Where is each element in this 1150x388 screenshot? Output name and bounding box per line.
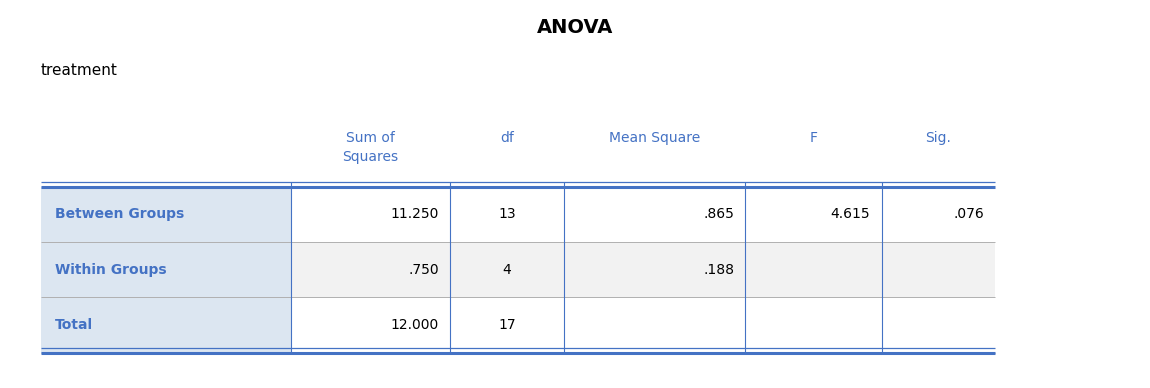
Text: Sum of
Squares: Sum of Squares (343, 131, 399, 164)
Bar (41, 242, 996, 297)
Text: 12.000: 12.000 (390, 318, 438, 332)
Text: Total: Total (55, 318, 93, 332)
Bar (41, 297, 996, 353)
Text: 11.250: 11.250 (390, 207, 438, 221)
Text: F: F (810, 131, 818, 145)
Text: Sig.: Sig. (926, 131, 951, 145)
Text: Within Groups: Within Groups (55, 263, 167, 277)
Text: df: df (500, 131, 514, 145)
Bar (41, 187, 291, 242)
Bar (41, 242, 291, 297)
Text: .076: .076 (953, 207, 984, 221)
Text: 13: 13 (498, 207, 515, 221)
Text: 4: 4 (503, 263, 512, 277)
Text: 4.615: 4.615 (830, 207, 871, 221)
Text: .865: .865 (703, 207, 734, 221)
Text: Mean Square: Mean Square (608, 131, 700, 145)
Text: treatment: treatment (41, 63, 118, 78)
Text: Between Groups: Between Groups (55, 207, 184, 221)
Text: 17: 17 (498, 318, 515, 332)
Text: .750: .750 (408, 263, 438, 277)
Bar (41, 297, 291, 353)
Bar (41, 187, 996, 242)
Text: ANOVA: ANOVA (537, 18, 613, 37)
Text: .188: .188 (703, 263, 734, 277)
